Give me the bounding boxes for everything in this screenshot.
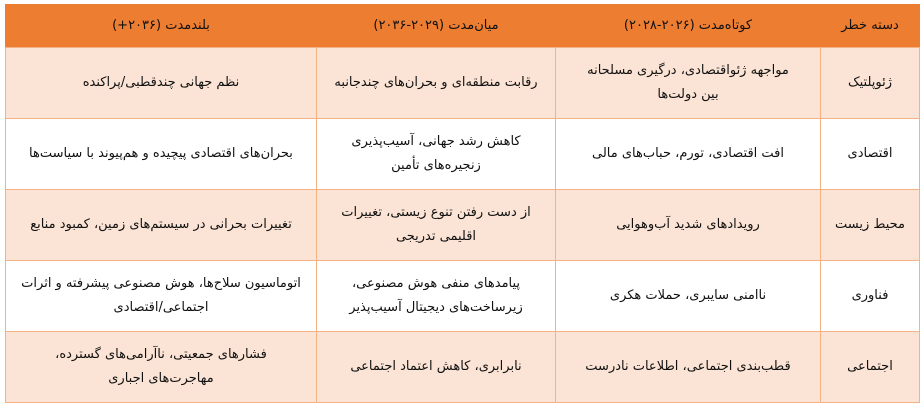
cell-long-term: بحران‌های اقتصادی پیچیده و هم‌پیوند با س… [5, 118, 317, 190]
cell-long-term: اتوماسیون سلاح‌ها، هوش مصنوعی پیشرفته و … [5, 260, 317, 332]
table-row: محیط زیست رویدادهای شدید آب‌وهوایی از دس… [5, 189, 920, 261]
cell-mid-term: پیامدهای منفی هوش مصنوعی، زیرساخت‌های دی… [316, 260, 556, 332]
cell-category: اجتماعی [820, 331, 920, 403]
header-mid-term: میان‌مدت (۲۰۲۹-۲۰۳۶) [316, 4, 556, 48]
header-row: دسته خطر کوتاه‌مدت (۲۰۲۶-۲۰۲۸) میان‌مدت … [5, 4, 920, 48]
table-row: اجتماعی قطب‌بندی اجتماعی، اطلاعات نادرست… [5, 331, 920, 403]
cell-mid-term: کاهش رشد جهانی، آسیب‌پذیری زنجیره‌های تأ… [316, 118, 556, 190]
cell-category: محیط زیست [820, 189, 920, 261]
cell-category: فناوری [820, 260, 920, 332]
cell-short-term: مواجهه ژئواقتصادی، درگیری مسلحانه بین دو… [555, 47, 821, 119]
cell-short-term: افت اقتصادی، تورم، حباب‌های مالی [555, 118, 821, 190]
cell-long-term: تغییرات بحرانی در سیستم‌های زمین، کمبود … [5, 189, 317, 261]
table-row: ژئوپلتیک مواجهه ژئواقتصادی، درگیری مسلحا… [5, 47, 920, 119]
cell-short-term: ناامنی سایبری، حملات هکری [555, 260, 821, 332]
header-long-term: بلندمدت (۲۰۳۶+) [5, 4, 317, 48]
cell-mid-term: نابرابری، کاهش اعتماد اجتماعی [316, 331, 556, 403]
cell-short-term: قطب‌بندی اجتماعی، اطلاعات نادرست [555, 331, 821, 403]
cell-long-term: نظم جهانی چندقطبی/پراکنده [5, 47, 317, 119]
cell-mid-term: رقابت منطقه‌ای و بحران‌های چندجانبه [316, 47, 556, 119]
cell-category: اقتصادی [820, 118, 920, 190]
cell-long-term: فشارهای جمعیتی، ناآرامی‌های گسترده، مهاج… [5, 331, 317, 403]
table-row: فناوری ناامنی سایبری، حملات هکری پیامدها… [5, 260, 920, 332]
cell-category: ژئوپلتیک [820, 47, 920, 119]
header-category: دسته خطر [820, 4, 920, 48]
risk-table: دسته خطر کوتاه‌مدت (۲۰۲۶-۲۰۲۸) میان‌مدت … [5, 4, 920, 403]
cell-mid-term: از دست رفتن تنوع زیستی، تغییرات اقلیمی ت… [316, 189, 556, 261]
cell-short-term: رویدادهای شدید آب‌وهوایی [555, 189, 821, 261]
table-row: اقتصادی افت اقتصادی، تورم، حباب‌های مالی… [5, 118, 920, 190]
header-short-term: کوتاه‌مدت (۲۰۲۶-۲۰۲۸) [555, 4, 821, 48]
